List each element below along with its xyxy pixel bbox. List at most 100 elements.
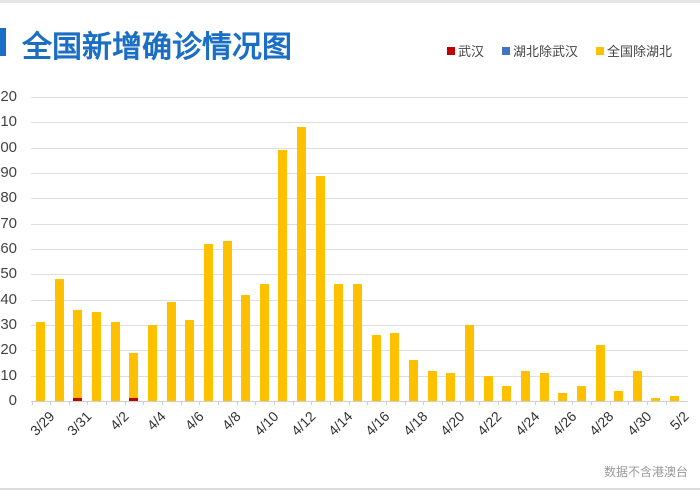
gridline (31, 274, 688, 276)
x-tick-label: 4/14 (325, 408, 356, 439)
gridline (31, 97, 688, 98)
x-tick (479, 401, 481, 405)
x-tick (329, 401, 331, 405)
x-tick-label: 4/22 (474, 408, 505, 439)
bar-5/1 (651, 398, 661, 401)
x-tick-label: 4/24 (511, 408, 543, 439)
x-tick (50, 401, 52, 405)
x-tick-label: 4/8 (218, 408, 244, 434)
legend-swatch-icon (595, 46, 604, 55)
bar-4/5 (166, 302, 176, 401)
y-tick-label: 20 (0, 341, 17, 359)
x-tick (292, 401, 294, 405)
y-tick-label: 30 (0, 316, 17, 333)
x-tick (609, 401, 611, 405)
x-tick (516, 401, 518, 405)
bar-4/23 (502, 385, 512, 401)
title-accent-bar (0, 28, 6, 56)
legend-item: 全国除湖北 (595, 41, 672, 60)
x-tick (404, 401, 406, 405)
bar-3/30 (54, 279, 64, 401)
x-tick (553, 401, 555, 405)
x-tick-label: 3/31 (64, 408, 95, 439)
x-tick-label: 4/12 (287, 408, 319, 439)
x-tick (180, 401, 182, 405)
bar-3/29 (36, 322, 45, 401)
y-tick-label: 10 (0, 366, 17, 384)
gridline (31, 249, 688, 250)
legend-label: 全国除湖北 (606, 45, 672, 60)
gridline (31, 173, 688, 174)
x-tick (311, 401, 313, 405)
bottom-border (0, 488, 700, 490)
x-tick (628, 401, 630, 405)
legend-item: 武汉 (446, 41, 484, 60)
x-tick-label: 4/10 (250, 408, 282, 439)
x-tick (497, 401, 499, 405)
bar-4/18 (409, 360, 418, 401)
gridline (31, 198, 688, 200)
bar-5/2 (670, 395, 680, 401)
y-tick-label: 00 (0, 138, 17, 156)
bar-4/17 (390, 332, 400, 401)
x-tick (143, 401, 145, 405)
bar-4/15 (353, 284, 363, 401)
gridline (31, 122, 688, 124)
footnote: 数据不含港澳台 (603, 465, 688, 479)
y-tick-label: 90 (0, 164, 17, 181)
bar-4/4 (147, 325, 157, 401)
bar-4/28 (595, 345, 605, 401)
x-tick (87, 401, 89, 405)
x-tick (591, 401, 592, 405)
x-tick-label: 4/30 (623, 408, 655, 439)
x-tick-label: 4/4 (144, 408, 170, 434)
x-tick (218, 401, 219, 405)
gridline (31, 401, 688, 402)
y-tick-label: 50 (0, 265, 17, 283)
x-tick-label: 4/20 (437, 408, 468, 439)
x-tick-label: 5/2 (666, 408, 692, 434)
bar-4/25 (539, 373, 549, 401)
y-tick-label: 40 (0, 290, 17, 308)
chart-title: 全国新增确诊情况图 (22, 30, 292, 65)
legend-label: 湖北除武汉 (512, 45, 578, 60)
x-tick-label: 4/2 (106, 408, 132, 434)
x-tick-label: 3/29 (26, 408, 58, 439)
bar-4/7 (203, 243, 213, 401)
x-tick (441, 401, 443, 405)
bar-3/31 (73, 398, 83, 401)
bar-4/16 (371, 335, 381, 401)
x-tick-label: 4/6 (181, 408, 207, 434)
x-tick-label: 4/16 (362, 408, 394, 439)
x-tick (460, 401, 462, 405)
x-tick (348, 401, 350, 405)
x-tick (162, 401, 164, 405)
x-tick (572, 401, 574, 405)
bar-4/14 (334, 284, 344, 401)
bar-4/6 (185, 319, 195, 401)
bar-4/1 (91, 312, 101, 401)
legend: 武汉 湖北除武汉 全国除湖北 (446, 41, 672, 60)
bar-4/29 (614, 390, 624, 401)
x-tick (124, 401, 126, 405)
bar-4/9 (241, 294, 251, 401)
y-tick-label: 60 (0, 240, 17, 257)
bar-4/26 (558, 393, 568, 401)
bar-4/21 (464, 325, 474, 401)
x-tick (199, 401, 201, 405)
y-tick-label: 20 (0, 88, 17, 105)
legend-item: 湖北除武汉 (501, 41, 578, 60)
bar-4/27 (576, 385, 586, 401)
x-tick (367, 401, 369, 405)
x-tick (106, 401, 108, 405)
legend-swatch-icon (501, 46, 510, 55)
legend-swatch-icon (446, 46, 455, 55)
bar-4/19 (427, 370, 437, 401)
gridline (31, 223, 688, 225)
legend-label: 武汉 (457, 45, 484, 60)
bar-4/30 (632, 370, 642, 401)
bar-3/31 (73, 309, 83, 399)
x-tick-label: 4/26 (548, 408, 580, 439)
x-tick-label: 4/28 (586, 408, 617, 439)
